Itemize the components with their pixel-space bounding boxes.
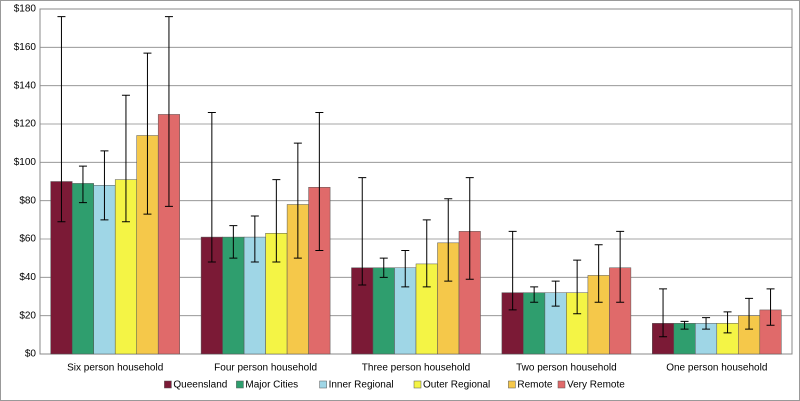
legend-swatch bbox=[319, 380, 327, 389]
error-bar bbox=[78, 165, 87, 204]
error-bar bbox=[293, 142, 302, 259]
error-bar bbox=[401, 250, 410, 288]
legend-label: Major Cities bbox=[245, 380, 298, 391]
error-bar bbox=[551, 280, 560, 307]
x-tick-label: One person household bbox=[666, 363, 767, 374]
error-bar bbox=[229, 225, 238, 259]
y-tick-label: $40 bbox=[19, 272, 36, 283]
bar bbox=[71, 183, 94, 355]
error-bar bbox=[57, 16, 66, 223]
y-tick-label: $140 bbox=[14, 80, 37, 91]
error-bar bbox=[272, 179, 281, 263]
legend-swatch bbox=[413, 380, 422, 389]
error-bar bbox=[766, 288, 775, 326]
legend-label: Outer Regional bbox=[423, 380, 490, 391]
error-bar bbox=[702, 317, 711, 330]
error-bar bbox=[207, 112, 216, 263]
error-bar bbox=[164, 16, 173, 207]
legend-swatch bbox=[164, 380, 172, 389]
y-tick-label: $180 bbox=[14, 4, 37, 15]
legend-label: Very Remote bbox=[567, 380, 625, 391]
y-tick-label: $80 bbox=[19, 195, 36, 206]
error-bar bbox=[465, 177, 474, 280]
error-bar bbox=[143, 52, 152, 215]
error-bar bbox=[680, 320, 689, 330]
x-tick-label: Four person household bbox=[214, 363, 317, 374]
x-tick-label: Two person household bbox=[516, 363, 617, 374]
legend-swatch bbox=[236, 380, 244, 389]
y-tick-label: $0 bbox=[25, 349, 37, 360]
legend-swatch bbox=[557, 380, 566, 389]
error-bar bbox=[508, 230, 517, 311]
error-bar bbox=[379, 257, 388, 278]
error-bar bbox=[250, 215, 259, 263]
y-tick-label: $160 bbox=[14, 42, 37, 53]
y-tick-label: $120 bbox=[14, 119, 37, 130]
y-tick-label: $20 bbox=[19, 310, 36, 321]
legend-label: Remote bbox=[517, 380, 552, 391]
error-bar bbox=[422, 219, 431, 288]
x-tick-label: Six person household bbox=[67, 363, 163, 374]
error-bar bbox=[594, 244, 603, 303]
legend-label: Queensland bbox=[173, 380, 227, 391]
y-tick-label: $100 bbox=[14, 157, 37, 168]
legend-label: Inner Regional bbox=[329, 380, 394, 391]
error-bar bbox=[530, 286, 539, 303]
legend-swatch bbox=[508, 380, 516, 389]
error-bar bbox=[659, 288, 668, 338]
error-bar bbox=[121, 94, 130, 223]
y-tick-label: $60 bbox=[19, 234, 36, 245]
error-bar bbox=[745, 297, 754, 330]
error-bar bbox=[723, 311, 732, 334]
error-bar bbox=[616, 230, 625, 303]
bar bbox=[372, 267, 395, 355]
error-bar bbox=[315, 112, 324, 251]
error-bar bbox=[573, 259, 582, 315]
error-bar bbox=[444, 198, 453, 282]
error-bar bbox=[358, 177, 367, 286]
error-bar bbox=[100, 150, 109, 221]
x-tick-label: Three person household bbox=[362, 363, 470, 374]
